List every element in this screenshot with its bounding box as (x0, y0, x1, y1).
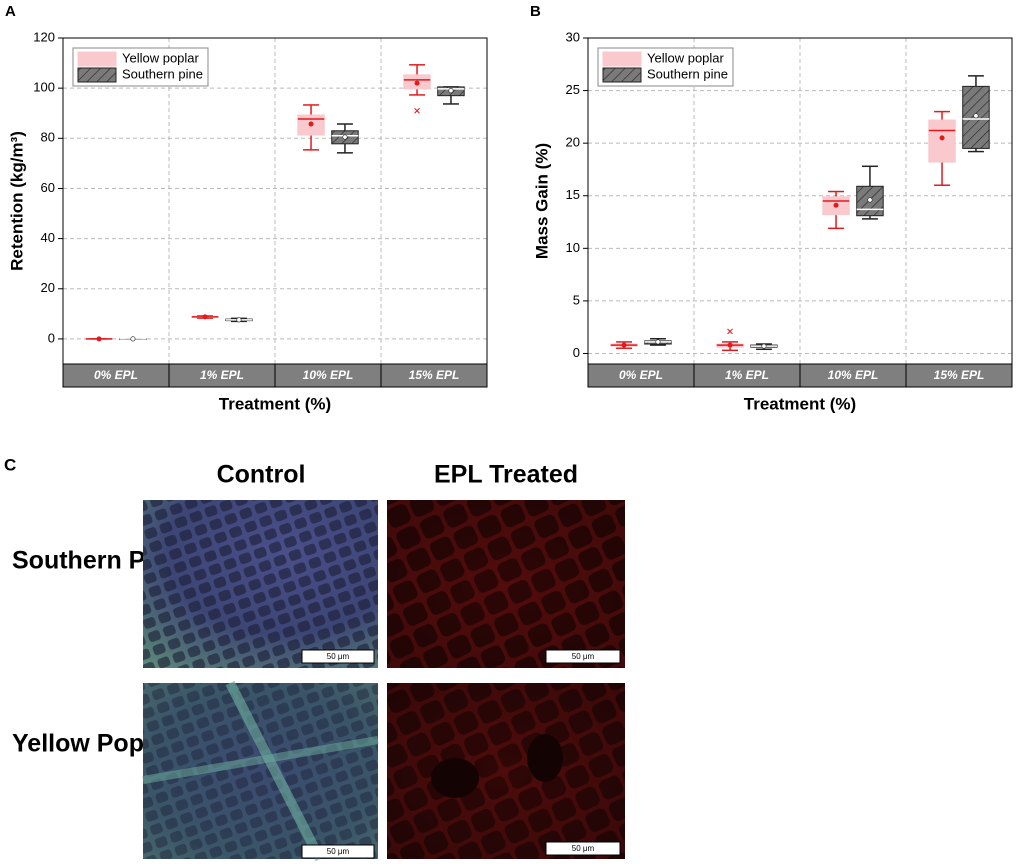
micrograph-texture (387, 500, 625, 668)
legend-swatch (77, 67, 117, 83)
plot-frame (587, 37, 1013, 388)
mean (308, 121, 314, 127)
box (928, 119, 956, 163)
column-header: Control (217, 461, 306, 489)
y-tick-label: 30 (566, 29, 580, 44)
outlier (414, 107, 420, 114)
box (856, 185, 884, 217)
fiber (142, 736, 379, 784)
y-tick-label: 5 (573, 292, 580, 307)
legend-label: Southern pine (122, 66, 203, 81)
x-tick-label: 10% EPL (828, 368, 879, 382)
y-tick-label: 20 (41, 280, 55, 295)
legend-swatch (602, 67, 642, 83)
y-tick-label: 100 (33, 80, 55, 95)
y-tick-label: 10 (566, 240, 580, 255)
mean (761, 343, 767, 349)
y-tick-label: 25 (566, 82, 580, 97)
column-header: EPL Treated (434, 461, 578, 489)
x-tick-label: 15% EPL (934, 368, 985, 382)
legend-swatch (602, 51, 642, 67)
y-tick-label: 60 (41, 180, 55, 195)
mean (202, 314, 208, 320)
scale-bar-label: 50 μm (327, 652, 350, 661)
y-tick-label: 15 (566, 187, 580, 202)
mean (867, 197, 873, 203)
mean (727, 342, 733, 348)
mean (342, 134, 348, 140)
legend-label: Yellow poplar (122, 50, 200, 65)
mean (130, 336, 136, 342)
legend-label: Yellow poplar (647, 50, 725, 65)
x-tick-label: 1% EPL (725, 368, 769, 382)
x-axis-label: Treatment (%) (219, 394, 331, 413)
y-tick-label: 40 (41, 230, 55, 245)
panel-label: B (530, 3, 541, 20)
x-tick-label: 1% EPL (200, 368, 244, 382)
mean (973, 113, 979, 119)
y-tick-label: 0 (573, 345, 580, 360)
scale-bar (545, 649, 621, 664)
panel-label: C (4, 455, 16, 474)
scale-bar (301, 844, 375, 859)
micrograph-texture (387, 683, 625, 859)
mean (96, 336, 102, 342)
scale-bar (301, 649, 375, 664)
mean (448, 88, 454, 94)
y-tick-label: 20 (566, 135, 580, 150)
micrograph-texture (143, 500, 378, 668)
mean (655, 339, 661, 345)
y-tick-label: 0 (48, 330, 55, 345)
y-tick-label: 120 (33, 29, 55, 44)
mean (414, 80, 420, 86)
y-tick-label: 80 (41, 130, 55, 145)
mean (833, 202, 839, 208)
vessel (431, 758, 479, 798)
x-tick-label: 15% EPL (409, 368, 460, 382)
panel-c: C Control EPL Treated Southern Pine Yell… (4, 455, 625, 862)
plot-frame (62, 37, 488, 388)
legend-swatch (77, 51, 117, 67)
scale-bar-label: 50 μm (572, 652, 595, 661)
scale-bar-label: 50 μm (572, 844, 595, 853)
vessel (527, 734, 563, 782)
mean (939, 135, 945, 141)
scale-bar-label: 50 μm (327, 847, 350, 856)
fiber (225, 680, 325, 862)
chart: A 0 20 40 60 80 100 120 0% EPL 1% EPL 10% EPL 15% E… (5, 3, 488, 413)
chart: B 0 5 10 15 20 25 30 0% EPL 1% EPL 10% EPL 15% EPL T… (530, 3, 1013, 413)
x-axis-label: Treatment (%) (744, 394, 856, 413)
legend-label: Southern pine (647, 66, 728, 81)
mean (621, 342, 627, 348)
x-tick-label: 0% EPL (94, 368, 138, 382)
y-axis-label: Retention (kg/m³) (7, 131, 26, 271)
x-tick-label: 10% EPL (303, 368, 354, 382)
y-axis-label: Mass Gain (%) (532, 143, 551, 259)
mean (236, 317, 242, 323)
scale-bars: 50 μm 50 μm 50 μm 50 μm (301, 649, 621, 859)
outlier (727, 328, 733, 335)
x-tick-label: 0% EPL (619, 368, 663, 382)
panel-label: A (5, 3, 16, 20)
scale-bar (545, 841, 621, 856)
